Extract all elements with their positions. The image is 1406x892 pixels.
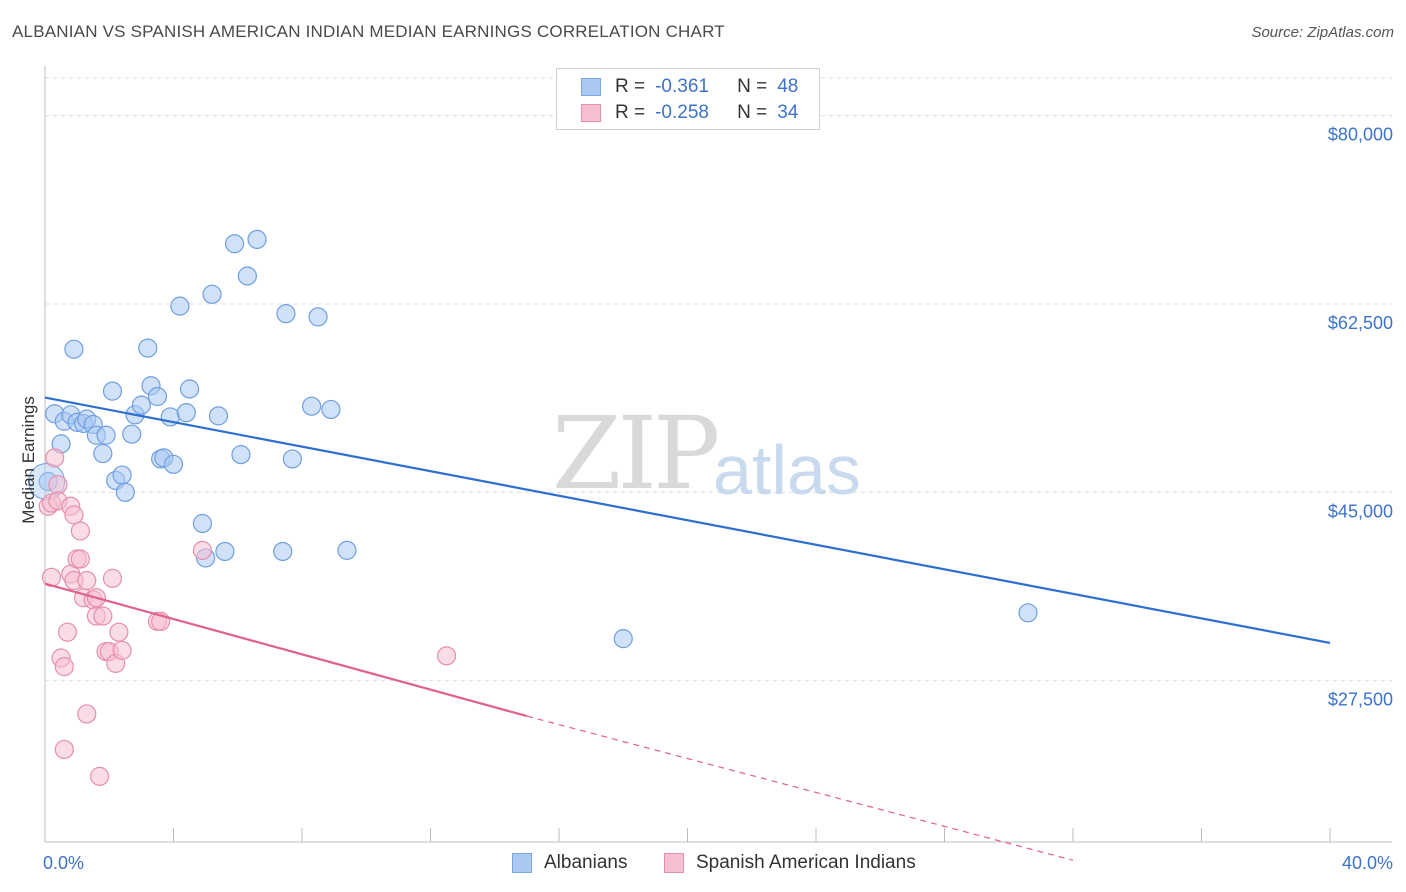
correlation-legend: R = -0.361 N = 48 R = -0.258 N = 34: [556, 68, 820, 130]
spanish-american-indians-point: [77, 570, 97, 591]
bottom-legend-label: Albanians: [544, 852, 628, 873]
albanians-point: [138, 338, 158, 358]
albanians-point: [102, 381, 123, 401]
y-tick-label: $80,000: [1328, 125, 1393, 145]
grid-lines: [45, 77, 1392, 682]
albanians-point: [237, 266, 257, 286]
legend-n-label: N =: [737, 76, 768, 97]
albanians-point: [122, 424, 142, 444]
albanians-point: [192, 513, 213, 534]
albanians-point: [247, 229, 267, 250]
spanish-american-indians-point: [70, 521, 90, 541]
albanians-point: [179, 379, 200, 399]
y-axis-title: Median Earnings: [19, 396, 38, 524]
legend-row-albanians: R = -0.361 N = 48: [581, 74, 798, 100]
albanians-point: [208, 406, 229, 426]
bottom-legend-swatch-pink: [664, 853, 684, 873]
bottom-legend-spanish-american-indians: Spanish American Indians: [664, 852, 916, 874]
legend-r-value: -0.361: [655, 76, 709, 97]
legend-n-value: 48: [777, 76, 799, 97]
spanish-american-indians-trend-line: [44, 582, 528, 718]
watermark-atlas: atlas: [713, 431, 861, 509]
albanians-point: [613, 629, 633, 649]
legend-swatch-pink: [581, 104, 601, 122]
trend-lines: [44, 396, 1331, 861]
spanish-american-indians-trend-extension: [526, 715, 1074, 861]
albanians-point: [176, 403, 196, 423]
y-tick-label: $27,500: [1328, 690, 1393, 710]
spanish-american-indians-point: [70, 549, 90, 569]
spanish-american-indians-point: [192, 540, 213, 560]
albanians-point: [64, 339, 84, 359]
spanish-american-indians-point: [112, 640, 132, 661]
legend-n-label: N =: [737, 102, 768, 123]
albanians-point: [1018, 603, 1038, 623]
spanish-american-indians-point: [45, 448, 65, 468]
spanish-american-indians-point: [102, 568, 123, 588]
spanish-american-indians-point: [109, 622, 129, 642]
spanish-american-indians-points: [38, 448, 457, 786]
spanish-american-indians-point: [54, 739, 74, 760]
albanians-point: [163, 454, 184, 474]
legend-swatch-blue: [581, 78, 601, 96]
x-tick-label-min: 0.0%: [43, 853, 84, 873]
albanians-point: [231, 445, 251, 465]
albanians-point: [224, 234, 245, 254]
spanish-american-indians-point: [93, 606, 113, 626]
axes: [44, 66, 1392, 843]
albanians-point: [131, 395, 151, 415]
legend-r-label: R =: [615, 102, 646, 123]
albanians-point: [93, 443, 113, 464]
bottom-legend-swatch-blue: [512, 853, 532, 873]
spanish-american-indians-point: [64, 505, 84, 525]
albanians-point: [202, 284, 222, 304]
y-tick-label: $45,000: [1328, 501, 1393, 521]
albanians-point: [308, 307, 328, 327]
bottom-legend-albanians: Albanians: [512, 852, 627, 874]
albanians-point: [170, 296, 190, 316]
legend-r-label: R =: [615, 76, 646, 97]
albanians-point: [302, 396, 322, 416]
watermark-zip: ZIP: [552, 395, 720, 512]
x-tick-label-max: 40.0%: [1342, 853, 1393, 873]
albanians-point: [112, 465, 132, 485]
spanish-american-indians-point: [57, 622, 78, 642]
bottom-legend-label: Spanish American Indians: [696, 852, 916, 873]
spanish-american-indians-point: [54, 657, 74, 677]
y-tick-label: $62,500: [1328, 313, 1393, 333]
spanish-american-indians-point: [77, 704, 97, 724]
legend-n-value: 34: [777, 102, 799, 123]
albanians-trend-line: [44, 396, 1331, 645]
albanians-point: [115, 482, 135, 502]
albanians-point: [282, 449, 302, 469]
spanish-american-indians-point: [90, 766, 110, 786]
tick-labels: $27,500 $45,000 $62,500 $80,000 0.0% 40.0% Med…: [19, 125, 1393, 873]
chart-title: ALBANIAN VS SPANISH AMERICAN INDIAN MEDI…: [12, 22, 725, 41]
legend-r-value: -0.258: [655, 102, 709, 123]
albanians-points: [28, 229, 1038, 649]
albanians-point: [96, 425, 116, 445]
albanians-point: [276, 304, 296, 324]
albanians-point: [147, 386, 168, 407]
source-label: Source: ZipAtlas.com: [1251, 24, 1394, 41]
legend-row-spanish-american-indians: R = -0.258 N = 34: [581, 100, 798, 126]
albanians-point: [321, 399, 341, 420]
albanians-point: [337, 540, 357, 560]
albanians-point: [215, 541, 235, 562]
spanish-american-indians-point: [436, 646, 457, 666]
albanians-point: [273, 541, 293, 562]
spanish-american-indians-point: [48, 475, 68, 495]
